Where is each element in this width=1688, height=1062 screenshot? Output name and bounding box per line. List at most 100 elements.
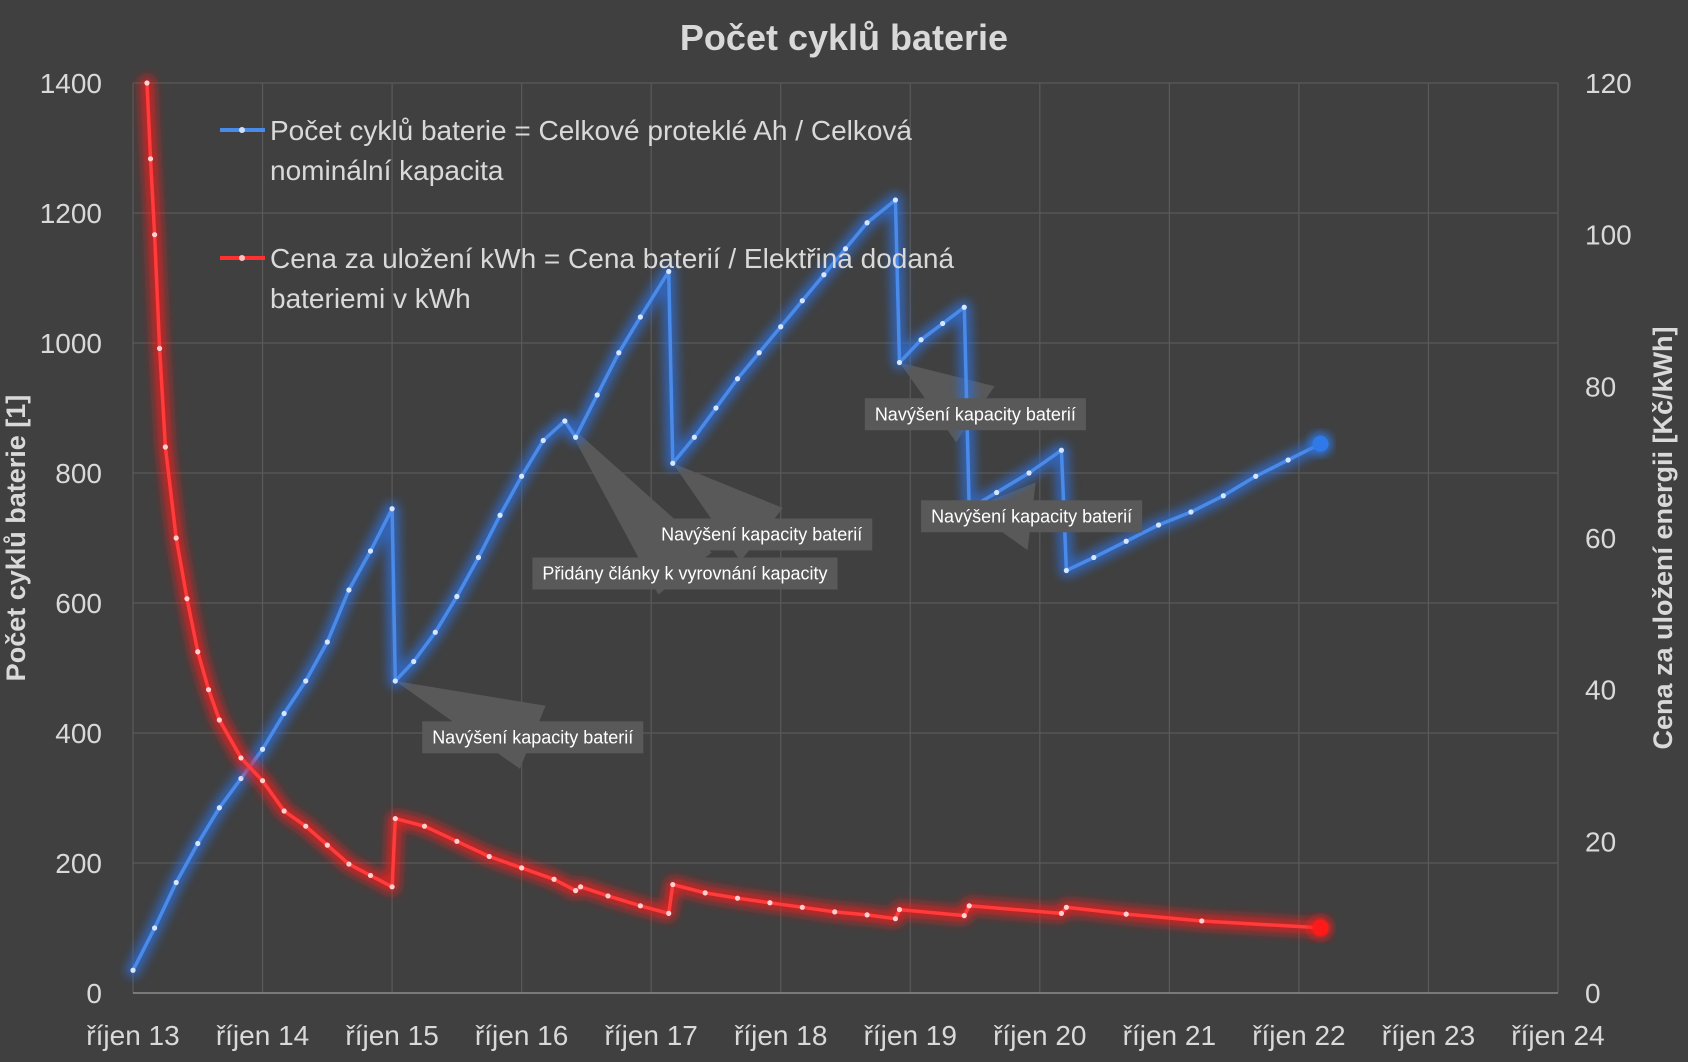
x-tick-label: říjen 22 (1252, 1020, 1345, 1051)
series-cycles (126, 193, 1332, 978)
series-price-point (573, 888, 579, 894)
annotation-label: Navýšení kapacity baterií (931, 506, 1132, 526)
series-price-point (1063, 904, 1069, 910)
series-layer (126, 76, 1332, 978)
series-cycles-point (1220, 493, 1226, 499)
series-cycles-point (324, 639, 330, 645)
series-cycles-point (1253, 473, 1259, 479)
legend-cycles-line1: Počet cyklů baterie = Celkové proteklé A… (270, 115, 912, 146)
x-tick-label: říjen 24 (1511, 1020, 1604, 1051)
y-tick-label: 1000 (40, 328, 102, 359)
series-price-point (670, 881, 676, 888)
y2-tick-label: 100 (1585, 220, 1632, 251)
series-cycles-point (1285, 457, 1291, 463)
series-price-point (864, 912, 870, 918)
series-cycles-point (616, 350, 622, 356)
series-price (140, 76, 1332, 939)
series-cycles-end-marker (1312, 435, 1329, 452)
x-tick-label: říjen 18 (734, 1020, 827, 1051)
series-price-point (195, 649, 201, 655)
series-price-point (173, 535, 179, 541)
x-tick-label: říjen 14 (216, 1020, 309, 1051)
series-cycles-point (961, 304, 967, 310)
series-price-point (799, 904, 805, 910)
y-tick-label: 600 (55, 588, 102, 619)
y2-axis-title: Cena za uložení energii [Kč/kWh] (1648, 326, 1678, 749)
series-cycles-point (454, 593, 460, 600)
x-tick-label: říjen 15 (345, 1020, 438, 1051)
series-price-point (303, 823, 309, 829)
legend: Počet cyklů baterie = Celkové proteklé A… (220, 115, 955, 314)
x-tick-label: říjen 23 (1382, 1020, 1475, 1051)
x-tick-label: říjen 17 (604, 1020, 697, 1051)
annotation-pointer (564, 421, 712, 595)
series-cycles-point (666, 268, 672, 275)
series-price-point (205, 687, 212, 693)
series-cycles-point (940, 320, 946, 327)
series-cycles-point (1063, 567, 1069, 574)
y2-tick-label: 60 (1585, 523, 1616, 554)
series-cycles-point (756, 350, 762, 356)
y2-tick-label: 80 (1585, 371, 1616, 402)
series-cycles-point (130, 967, 136, 973)
series-cycles-point (918, 337, 924, 343)
series-price-point (1199, 918, 1205, 924)
series-cycles-point (411, 658, 417, 665)
series-cycles-point (799, 298, 805, 304)
series-price-point (767, 900, 773, 906)
series-price-point (216, 717, 222, 723)
series-cycles-point (1123, 538, 1129, 544)
series-cycles-point (562, 418, 568, 424)
series-price-point (389, 884, 395, 890)
series-cycles-point (259, 746, 266, 752)
series-price-point (162, 444, 168, 450)
series-price-point (156, 345, 163, 352)
annotation-box (921, 500, 1143, 533)
series-cycles-point (994, 489, 1000, 496)
series-cycles-point (392, 678, 398, 684)
series-cycles-point (303, 678, 309, 684)
series-cycles-point (864, 220, 870, 226)
series-price-point (324, 842, 330, 848)
series-price-point (961, 913, 967, 919)
series-cycles-point (1155, 522, 1162, 528)
y-axis-left: 0 200 400 600 800 1000 1200 1400 (40, 68, 102, 1009)
series-price-point (551, 876, 557, 882)
series-price-point (637, 903, 643, 909)
series-price-point (259, 778, 266, 784)
legend-marker-cycles (239, 127, 245, 133)
series-cycles-point (842, 246, 849, 252)
series-cycles-point (1026, 470, 1032, 476)
series-price-point (392, 815, 398, 822)
x-tick-label: říjen 16 (475, 1020, 568, 1051)
series-price-point (151, 232, 158, 238)
y2-tick-label: 40 (1585, 675, 1616, 706)
annotation-label: Navýšení kapacity baterií (661, 525, 862, 545)
y-tick-label: 0 (86, 978, 102, 1009)
series-price-point (346, 861, 352, 867)
series-price-point (966, 903, 972, 909)
y-axis-right: 0 20 40 60 80 100 120 (1585, 68, 1632, 1009)
series-cycles-point (637, 314, 643, 320)
series-cycles-point (346, 587, 352, 593)
series-cycles-point (1188, 509, 1194, 515)
series-price-end-marker (1312, 919, 1329, 936)
series-cycles-point (892, 197, 899, 203)
y-tick-label: 1200 (40, 198, 102, 229)
series-price-point (281, 808, 287, 814)
series-cycles-point (432, 629, 438, 635)
series-price-point (454, 838, 460, 844)
series-cycles-point (173, 879, 179, 886)
legend-price-line2: bateriemi v kWh (270, 283, 471, 314)
series-cycles-point (389, 506, 395, 512)
y2-tick-label: 20 (1585, 826, 1616, 857)
series-cycles-point (691, 434, 697, 440)
x-axis: říjen 13 říjen 14 říjen 15 říjen 16 říjen 17… (86, 1020, 1604, 1051)
y-axis-title: Počet cyklů baterie [1] (1, 395, 31, 682)
series-price-point (144, 80, 150, 86)
series-cycles-point (896, 359, 903, 366)
annotation-label: Přidány články k vyrovnání kapacity (542, 564, 827, 584)
series-price-point (238, 755, 244, 761)
